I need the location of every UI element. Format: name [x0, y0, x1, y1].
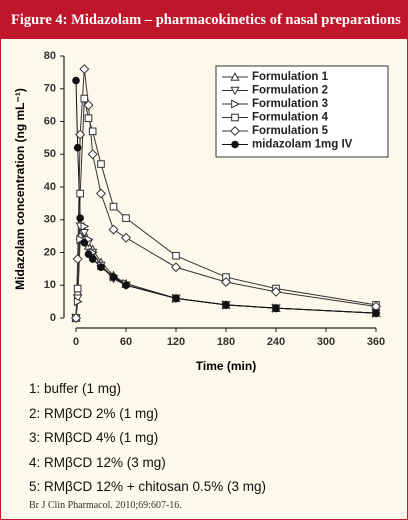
marker — [231, 99, 240, 109]
y-tick-label: 80 — [44, 50, 56, 62]
x-tick-label: 60 — [120, 336, 132, 348]
marker — [222, 301, 230, 309]
legend-box — [215, 65, 389, 158]
marker — [73, 284, 82, 293]
marker — [70, 312, 82, 324]
marker — [270, 286, 282, 297]
marker — [95, 188, 107, 199]
marker — [120, 232, 132, 243]
marker — [172, 294, 180, 303]
y-tick-label: 0 — [50, 312, 56, 324]
y-axis-label: Midazolam concentration (ng mL⁻¹) — [13, 88, 27, 290]
legend-label: Formulation 2 — [252, 85, 328, 97]
marker — [97, 160, 105, 168]
x-axis-label: Time (min) — [196, 359, 256, 373]
marker — [220, 276, 232, 287]
marker — [231, 140, 239, 149]
y-tick-label: 50 — [44, 148, 56, 160]
marker — [122, 281, 130, 290]
y-tick-label: 40 — [44, 181, 56, 193]
marker — [372, 309, 380, 317]
marker — [122, 214, 130, 222]
marker — [230, 72, 240, 81]
marker — [80, 94, 89, 103]
marker — [84, 114, 93, 123]
marker — [80, 238, 89, 247]
y-tick-label: 10 — [44, 279, 56, 291]
note: 2: RMβCD 2% (1 mg) — [29, 405, 159, 421]
marker — [76, 214, 84, 222]
marker — [87, 149, 98, 160]
legend-label: Formulation 5 — [252, 125, 329, 137]
x-tick-label: 120 — [167, 336, 185, 348]
note: 3: RMβCD 4% (1 mg) — [29, 430, 159, 445]
marker — [73, 296, 83, 307]
x-tick-label: 0 — [73, 336, 79, 348]
marker — [79, 229, 89, 238]
marker — [231, 113, 239, 122]
x-tick-label: 360 — [367, 336, 385, 348]
y-tick-label: 30 — [44, 214, 56, 226]
marker — [73, 143, 82, 152]
x-tick-label: 300 — [317, 336, 335, 348]
citation: Br J Clin Pharmacol. 2010;69:607-16. — [29, 500, 182, 511]
y-tick-label: 70 — [44, 83, 56, 95]
marker — [88, 255, 97, 263]
marker — [109, 273, 118, 281]
chart: Midazolam concentration (ng mL⁻¹) Time (… — [13, 50, 389, 373]
legend-label: Formulation 3 — [252, 98, 328, 110]
marker — [170, 262, 182, 273]
figure-title: Figure 4: Midazolam – pharmacokinetics o… — [1, 1, 407, 39]
note: 4: RMβCD 12% (3 mg) — [29, 454, 166, 470]
note: 5: RMβCD 12% + chitosan 0.5% (3 mg) — [29, 479, 266, 494]
legend-label: midazolam 1mg IV — [252, 139, 353, 151]
marker — [75, 129, 86, 140]
marker — [272, 304, 280, 312]
marker — [72, 76, 80, 85]
marker — [72, 254, 83, 265]
marker — [97, 263, 105, 272]
marker — [109, 202, 118, 211]
x-tick-label: 180 — [217, 336, 235, 348]
marker — [79, 64, 90, 75]
legend-label: Formulation 1 — [252, 71, 329, 83]
marker — [108, 224, 119, 235]
marker — [80, 221, 90, 231]
marker — [76, 189, 84, 198]
legend-label: Formulation 4 — [252, 112, 329, 124]
y-tick-label: 60 — [44, 115, 56, 127]
x-tick-label: 240 — [267, 336, 285, 348]
marker — [172, 251, 180, 260]
marker — [84, 250, 93, 258]
marker — [83, 100, 94, 111]
marker — [230, 86, 240, 96]
y-tick-label: 20 — [44, 246, 56, 258]
marker — [88, 127, 97, 136]
marker — [229, 125, 241, 137]
marker — [76, 234, 86, 245]
note: 1: buffer (1 mg) — [29, 381, 122, 396]
